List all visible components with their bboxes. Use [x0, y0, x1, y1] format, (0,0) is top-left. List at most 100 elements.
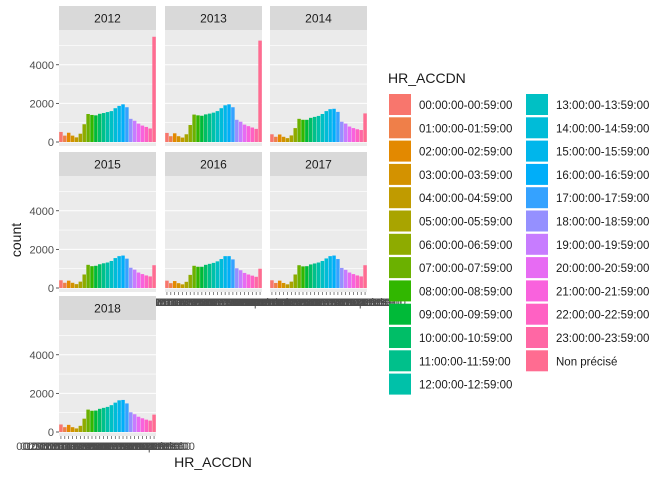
x-tick-label: 22:00:00-22:59:00: [102, 441, 191, 453]
bar-2012-1: [59, 131, 63, 142]
legend-item: 04:00:00-04:59:00: [389, 187, 512, 209]
bar-2013-4: [176, 136, 181, 142]
bar-2012-20: [132, 120, 137, 142]
bar-2016-15: [219, 259, 224, 288]
bar-2016-19: [235, 268, 239, 288]
legend-swatch: [526, 257, 548, 279]
bar-2015-10: [94, 265, 98, 288]
legend-item: 05:00:00-05:59:00: [389, 210, 512, 232]
bar-2013-3: [172, 133, 177, 142]
bar-2012-17: [121, 104, 125, 142]
bar-2014-4: [281, 136, 286, 142]
x-tick-label: 03:00:00-03:59:00: [134, 297, 223, 309]
bar-2015-7: [82, 274, 86, 288]
bar-2016-23: [250, 275, 255, 288]
bar-2017-5: [285, 284, 290, 288]
legend-item: 13:00:00-13:59:00: [526, 94, 649, 115]
legend-swatch: [389, 163, 411, 185]
legend-label: 23:00:00-23:59:00: [556, 333, 649, 345]
bar-2017-16: [328, 256, 332, 288]
bar-2018-19: [129, 412, 133, 432]
legend-label: 00:00:00-00:59:00: [419, 100, 512, 112]
bar-2015-21: [136, 272, 141, 288]
facet-strip-label: 2013: [200, 12, 227, 26]
bar-2017-3: [277, 280, 282, 288]
bar-2014-23: [355, 129, 360, 142]
x-tick-label: Non précisé: [336, 297, 395, 309]
bar-2017-24: [359, 276, 363, 288]
bar-2018-20: [132, 414, 137, 432]
bar-2012-6: [78, 133, 83, 142]
legend-item: 02:00:00-02:59:00: [389, 140, 512, 162]
facet-strip: [59, 6, 156, 30]
bar-2017-18: [336, 259, 340, 288]
y-tick-label: 0: [48, 283, 54, 295]
facet-strip: [270, 152, 367, 176]
bar-2013-20: [238, 121, 243, 142]
bar-2012-19: [129, 118, 133, 142]
legend-swatch: [526, 117, 548, 139]
bar-2015-8: [86, 264, 90, 288]
bar-2017-4: [281, 282, 286, 288]
legend-swatch: [526, 280, 548, 302]
bar-2016-2: [169, 283, 173, 288]
bar-2015-4: [70, 282, 75, 288]
facet-panel-2018: 2018 0 2000 4000 00:00:00-00:59:0001:00:00-0…: [16, 296, 195, 453]
bar-2016-25: [258, 268, 262, 288]
bar-2014-12: [312, 116, 317, 142]
bar-2014-25: [363, 113, 367, 142]
x-tick-label: 14:00:00-14:59:00: [282, 297, 371, 309]
bar-2014-15: [324, 111, 329, 142]
legend-swatch: [389, 187, 411, 209]
bar-2017-23: [355, 275, 360, 288]
bar-2013-2: [169, 136, 173, 142]
x-tick-label: 07:00:00-07:59:00: [254, 297, 343, 309]
legend-item: 23:00:00-23:59:00: [526, 327, 649, 348]
bar-2014-3: [277, 134, 282, 142]
legend-label: 08:00:00-08:59:00: [419, 286, 512, 298]
x-tick-label: 14:00:00-14:59:00: [71, 441, 160, 453]
legend-item: 16:00:00-16:59:00: [526, 163, 649, 185]
facet-strip: [270, 6, 367, 30]
legend-swatch: [526, 350, 548, 372]
bar-2018-13: [105, 406, 110, 432]
x-tick-label: 19:00:00-19:59:00: [196, 297, 285, 309]
bar-2014-22: [351, 128, 356, 142]
x-tick-label: 21:00:00-21:59:00: [204, 297, 293, 309]
x-tick-label: 17:00:00-17:59:00: [82, 441, 171, 453]
legend-item: 07:00:00-07:59:00: [389, 257, 512, 279]
bar-2016-16: [223, 256, 227, 288]
bar-2014-11: [308, 117, 313, 142]
x-tick-label: 19:00:00-19:59:00: [90, 441, 179, 453]
x-tick-label: 18:00:00-18:59:00: [192, 297, 281, 309]
bar-2012-8: [86, 114, 90, 142]
bar-2018-21: [136, 416, 141, 432]
bar-2016-6: [184, 281, 189, 288]
legend-title: HR_ACCDN: [388, 70, 466, 86]
x-tick-label: 22:00:00-22:59:00: [313, 297, 402, 309]
bar-2016-8: [192, 265, 196, 288]
bar-2013-8: [192, 114, 196, 142]
x-tick-label: 04:00:00-04:59:00: [243, 297, 332, 309]
bar-2014-14: [320, 114, 325, 142]
bar-2018-10: [94, 410, 98, 432]
bar-2016-13: [211, 262, 216, 288]
legend-swatch: [526, 303, 548, 325]
y-tick-label: 2000: [30, 244, 54, 256]
facet-strip: [59, 296, 156, 320]
legend-item: 20:00:00-20:59:00: [526, 257, 649, 279]
bar-2013-12: [207, 113, 212, 142]
bar-2014-16: [328, 109, 332, 142]
y-tick-label: 4000: [30, 60, 54, 72]
bar-2018-9: [90, 410, 94, 432]
x-tick-label: 20:00:00-20:59:00: [200, 297, 289, 309]
bar-2015-25: [152, 265, 156, 288]
legend-item: 18:00:00-18:59:00: [526, 210, 649, 232]
legend-swatch: [389, 303, 411, 325]
bar-2018-12: [101, 407, 106, 432]
x-tick-label: 05:00:00-05:59:00: [247, 297, 336, 309]
bar-2013-11: [203, 114, 208, 142]
legend-label: 14:00:00-14:59:00: [556, 123, 649, 135]
bar-2017-7: [293, 274, 297, 288]
x-tick-label: 12:00:00-12:59:00: [63, 441, 152, 453]
